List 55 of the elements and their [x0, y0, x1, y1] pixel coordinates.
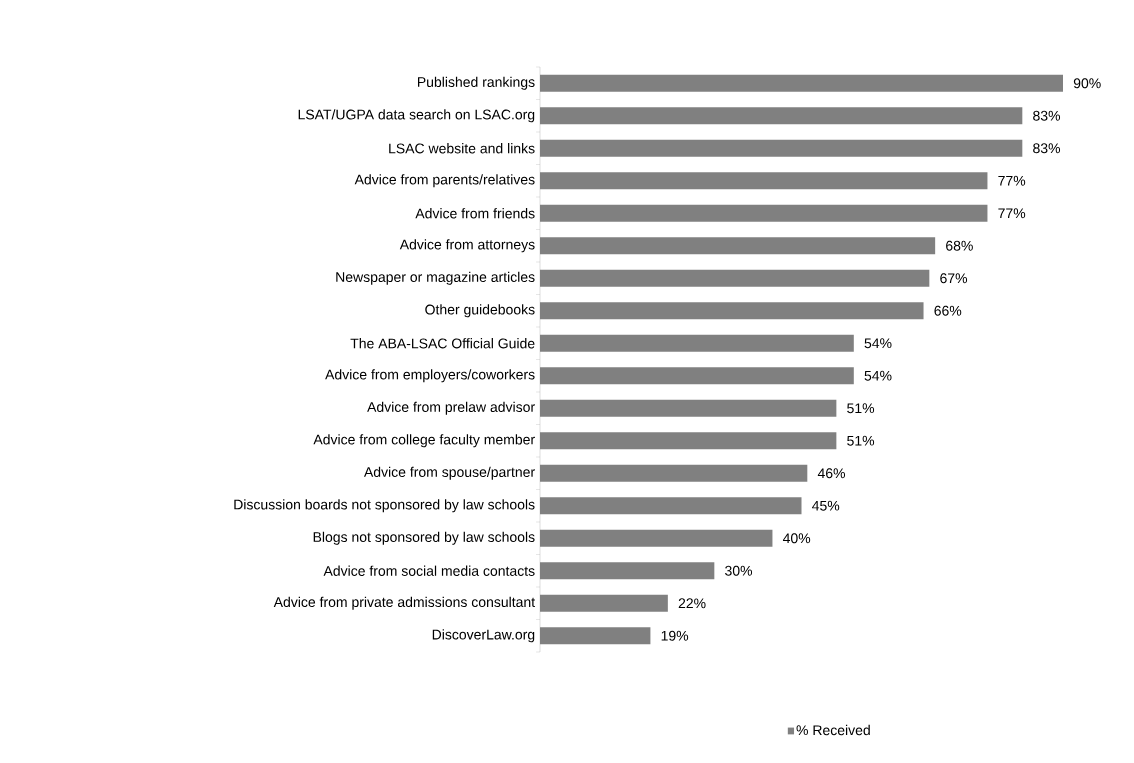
bar [540, 529, 773, 547]
data-label: 77% [998, 175, 1026, 186]
data-label: 30% [725, 565, 753, 576]
bar [540, 594, 668, 612]
bar [540, 497, 802, 515]
y-tick-label: Published rankings [418, 76, 535, 90]
data-label: 54% [864, 338, 892, 349]
bar [540, 269, 930, 287]
bar [540, 204, 988, 222]
bar [540, 627, 651, 645]
data-label: 54% [864, 370, 892, 381]
y-tick-label: The ABA-LSAC Official Guide [350, 338, 535, 349]
data-label: 83% [1033, 143, 1061, 154]
y-tick-label: Newspaper or magazine articles [336, 271, 535, 285]
y-tick-label: LSAT/UGPA data search on LSAC.org [298, 109, 535, 123]
y-tick-label: Advice from employers/coworkers [325, 369, 535, 383]
bar [540, 172, 988, 190]
data-label: 90% [1073, 78, 1101, 89]
data-label: 77% [998, 208, 1026, 219]
data-label: 51% [847, 435, 875, 446]
y-tick-label: Advice from spouse/partner [363, 466, 535, 480]
bar [540, 237, 936, 255]
bar [540, 464, 808, 482]
data-label: 68% [946, 240, 973, 251]
data-label: 46% [817, 468, 846, 479]
data-label: 45% [812, 500, 840, 511]
bar [540, 399, 837, 417]
data-label: 67% [940, 273, 968, 284]
y-tick-label: Advice from friends [415, 208, 535, 219]
bar [540, 74, 1063, 92]
bar [540, 562, 715, 580]
bar [540, 334, 854, 352]
y-tick-label: Other guidebooks [425, 304, 535, 318]
y-tick-label: Advice from attorneys [399, 239, 535, 253]
data-label: 19% [661, 630, 689, 641]
bar [540, 432, 837, 450]
data-label: 40% [782, 533, 811, 544]
y-tick-label: LSAC website and links [389, 143, 535, 154]
y-tick-label: Advice from prelaw advisor [367, 401, 535, 415]
data-label: 83% [1033, 110, 1061, 121]
data-label: 51% [847, 403, 875, 414]
y-tick-label: Advice from private admissions consultant [273, 596, 535, 610]
bar [540, 302, 924, 320]
y-tick-label: Blogs not sponsored by law schools [313, 531, 535, 545]
bar [540, 367, 854, 385]
data-label: 66% [934, 305, 962, 316]
legend-label: % Received [796, 724, 870, 736]
y-tick-label: Discussion boards not sponsored by law schools [234, 499, 535, 513]
y-tick-label: Advice from social media contacts [323, 565, 535, 576]
y-tick-label: Advice from parents/relatives [354, 174, 535, 188]
bar [540, 139, 1023, 157]
y-tick-label: DiscoverLaw.org [432, 629, 535, 643]
y-tick-label: Advice from college faculty member [313, 434, 535, 448]
bar [540, 107, 1023, 125]
data-label: 22% [678, 598, 706, 609]
